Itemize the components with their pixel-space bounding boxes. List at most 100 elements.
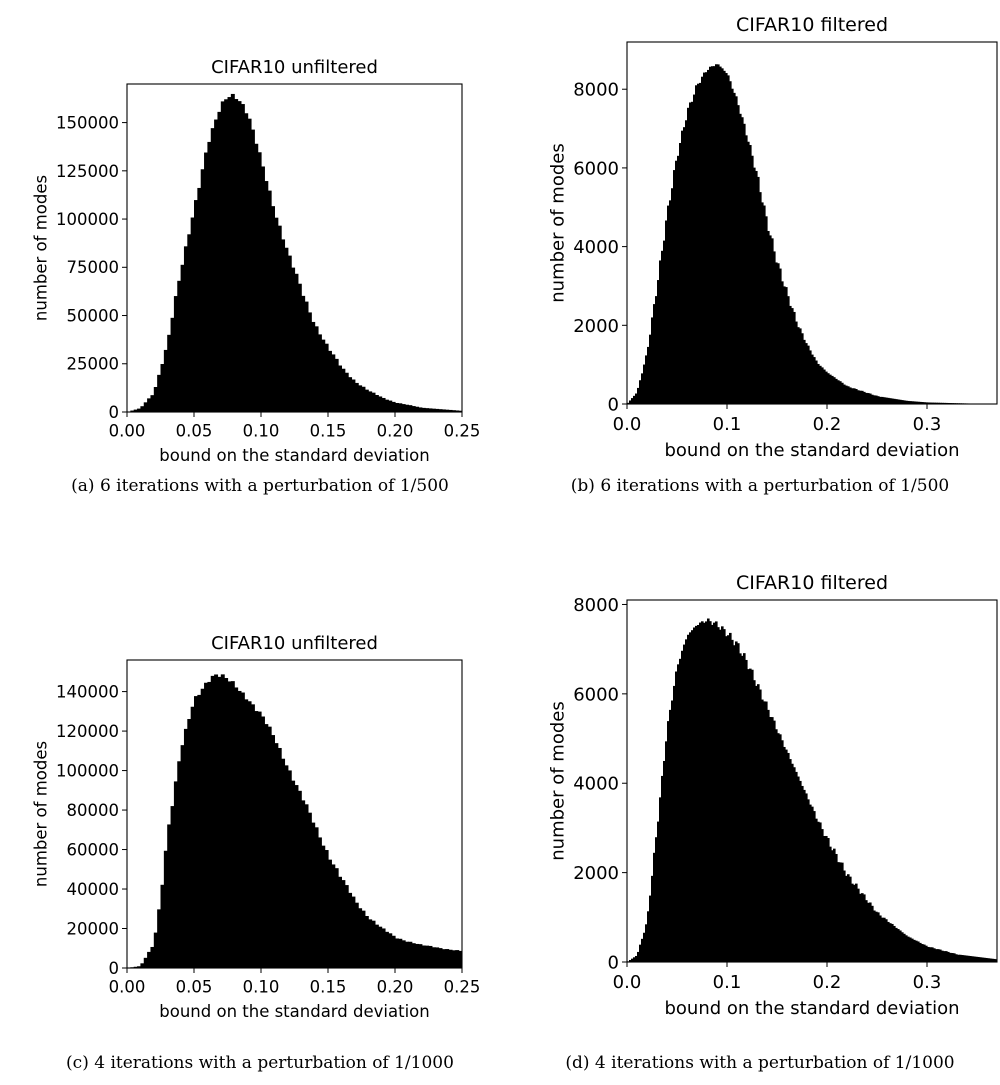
histogram-bar <box>989 958 992 962</box>
histogram-bar <box>911 401 914 404</box>
histogram-bar <box>939 949 942 962</box>
histogram-bar <box>921 402 924 404</box>
histogram-bar <box>763 205 766 404</box>
histogram-bar <box>921 944 924 962</box>
histogram-bar <box>875 395 878 404</box>
histogram-bar <box>364 916 369 968</box>
histogram-bar <box>304 804 309 968</box>
histogram-bar <box>935 402 938 404</box>
histogram-bar <box>901 400 904 404</box>
histogram-bar <box>669 709 672 962</box>
histogram-bar <box>831 375 834 404</box>
histogram-bar <box>693 627 696 962</box>
histogram-bar <box>879 396 882 404</box>
histogram-bar <box>789 759 792 962</box>
histogram-bar <box>408 405 413 412</box>
chart-2: 0.00 0.05 0.10 0.15 0.20 0.25 0 20000 40000 60000… <box>32 633 481 1021</box>
histogram-bar <box>721 68 724 404</box>
y-tick-label: 100000 <box>56 210 119 229</box>
histogram-bar <box>793 311 796 404</box>
x-tick-label: 0.05 <box>176 422 213 441</box>
histogram-bar <box>691 630 694 962</box>
histogram-bar <box>207 141 212 412</box>
histogram-bar <box>150 395 155 412</box>
histogram-bar <box>170 317 175 412</box>
histogram-bar <box>635 955 638 962</box>
histogram-bar <box>230 93 235 412</box>
histogram-bar <box>163 850 168 968</box>
histogram-bar <box>297 283 302 412</box>
histogram-bar <box>671 188 674 404</box>
histogram-bar <box>939 402 942 404</box>
histogram-bar <box>217 676 222 968</box>
histogram-bar <box>789 305 792 404</box>
histogram-bar <box>799 328 802 404</box>
histogram-bar <box>953 953 956 962</box>
histogram-bar <box>405 404 409 412</box>
histogram-bar <box>703 72 706 404</box>
histogram-bar <box>435 947 440 968</box>
histogram-bar <box>995 959 997 962</box>
histogram-bar <box>368 391 373 412</box>
histogram-bar <box>663 760 666 962</box>
x-tick-label: 0.25 <box>444 422 481 441</box>
histogram-bar <box>673 685 676 962</box>
histogram-bar <box>344 372 349 412</box>
histogram-bar <box>749 668 752 962</box>
y-tick-label: 6000 <box>573 158 619 179</box>
histogram-bar <box>909 401 912 404</box>
histogram-bar <box>943 402 946 404</box>
histogram-bar <box>821 829 824 962</box>
histogram-bar <box>811 354 814 404</box>
histogram-bar <box>425 945 430 968</box>
histogram-bar <box>639 944 642 962</box>
histogram-bar <box>719 629 722 962</box>
histogram-bar <box>795 771 798 962</box>
chart-title: CIFAR10 filtered <box>736 572 888 594</box>
chart-0: 0.00 0.05 0.10 0.15 0.20 0.25 0 25000 50000 75000… <box>32 57 481 465</box>
histogram-bar <box>783 286 786 404</box>
histogram-bar <box>755 170 758 404</box>
histogram-bar <box>919 401 922 404</box>
histogram-bar <box>875 911 878 962</box>
histogram-bar <box>769 235 772 404</box>
histogram-bar <box>314 326 319 412</box>
histogram-bar <box>294 785 299 968</box>
histogram-bar <box>133 409 138 412</box>
histogram-bar <box>883 397 886 404</box>
histogram-bar <box>137 408 141 412</box>
histogram-bar <box>665 741 668 962</box>
histogram-bar <box>803 789 806 962</box>
y-tick-label: 4000 <box>573 237 619 258</box>
histogram-bar <box>693 94 696 404</box>
histogram-bar <box>250 129 255 412</box>
histogram-bar <box>133 966 138 968</box>
histogram-bar <box>645 355 648 404</box>
histogram-bar <box>717 627 720 962</box>
histogram-bar <box>817 363 820 404</box>
histogram-bar <box>937 949 940 962</box>
histogram-bar <box>777 733 780 962</box>
histogram-bar <box>143 402 148 412</box>
histogram-bar <box>865 392 868 404</box>
histogram-bar <box>733 645 736 962</box>
histogram-bar <box>234 687 239 968</box>
histogram-bar <box>747 669 750 962</box>
histogram-bar <box>687 634 690 962</box>
histogram-bar <box>411 406 416 412</box>
histogram-bar <box>217 111 222 412</box>
histogram-bar <box>885 919 888 962</box>
chart-1: 0.0 0.1 0.2 0.3 0 2000 4000 6000 8000 CIFAR10 fil… <box>548 14 998 461</box>
histogram-bar <box>227 97 232 412</box>
histogram-bar <box>448 409 453 412</box>
histogram-bar <box>441 949 446 968</box>
histogram-bar <box>391 935 396 968</box>
histogram-bar <box>731 88 734 404</box>
histogram-bar <box>284 765 289 968</box>
histogram-bar <box>685 639 688 962</box>
histogram-bar <box>317 837 322 968</box>
x-axis-label: bound on the standard deviation <box>159 446 429 465</box>
histogram-bar <box>291 267 296 412</box>
histogram-bar <box>993 958 996 962</box>
histogram-bar <box>641 373 644 404</box>
